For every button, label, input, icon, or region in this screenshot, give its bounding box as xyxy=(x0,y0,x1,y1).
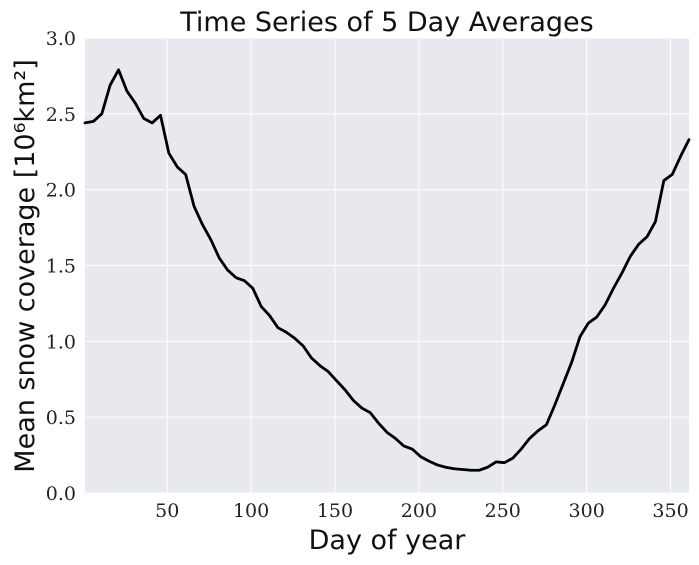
y-tick-label: 0.5 xyxy=(46,407,76,429)
x-tick-label: 200 xyxy=(401,500,437,522)
x-tick-label: 100 xyxy=(233,500,269,522)
x-tick-label: 150 xyxy=(317,500,353,522)
x-tick-labels: 50 100 150 200 250 300 350 xyxy=(155,500,689,522)
y-axis-label: Mean snow coverage [10⁶km²] xyxy=(10,59,41,472)
series-line xyxy=(83,68,691,472)
x-tick-label: 350 xyxy=(652,500,688,522)
horizontal-gridlines xyxy=(85,37,689,494)
y-tick-label: 1.5 xyxy=(46,256,76,278)
chart-title: Time Series of 5 Day Averages xyxy=(179,7,593,38)
y-tick-label: 2.0 xyxy=(46,180,76,202)
y-tick-label: 0.0 xyxy=(46,483,76,505)
y-tick-label: 2.5 xyxy=(46,104,76,126)
y-tick-label: 3.0 xyxy=(46,28,76,50)
x-tick-label: 300 xyxy=(569,500,605,522)
x-tick-label: 50 xyxy=(155,500,179,522)
y-tick-labels: 0.0 0.5 1.0 1.5 2.0 2.5 3.0 xyxy=(46,28,76,505)
x-tick-label: 250 xyxy=(485,500,521,522)
y-tick-label: 1.0 xyxy=(46,331,76,353)
x-axis-label: Day of year xyxy=(309,525,467,556)
